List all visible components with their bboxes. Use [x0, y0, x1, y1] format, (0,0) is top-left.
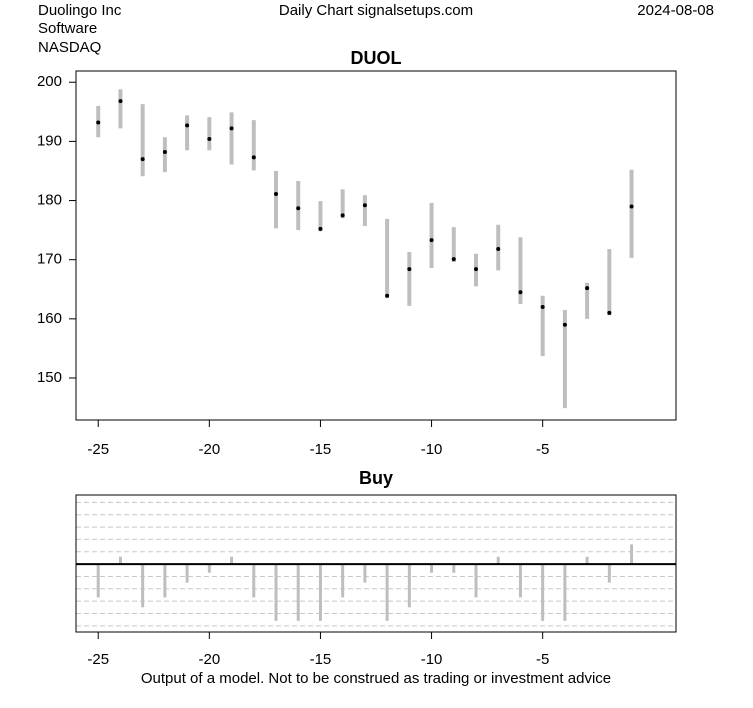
close-dot: [140, 157, 145, 162]
close-dot: [607, 310, 612, 315]
x-tick-label: -5: [536, 651, 549, 668]
y-tick-label: 170: [37, 251, 62, 268]
x-tick-label: -20: [198, 651, 220, 668]
plot-frame: [75, 494, 677, 633]
x-tick-label: -20: [198, 441, 220, 458]
x-tick-label: -25: [87, 441, 109, 458]
chart-title: DUOL: [351, 48, 402, 68]
close-dot: [96, 120, 101, 125]
close-dot: [407, 267, 412, 272]
source: Daily Chart signalsetups.com: [279, 2, 473, 19]
date: 2024-08-08: [637, 2, 714, 19]
close-dot: [185, 123, 190, 128]
y-tick-label: 150: [37, 369, 62, 386]
x-tick-label: -5: [536, 441, 549, 458]
close-dot: [451, 257, 456, 262]
close-dot: [474, 267, 478, 272]
y-tick-label: 160: [37, 310, 62, 327]
close-dot: [496, 247, 501, 252]
x-tick-label: -10: [421, 651, 443, 668]
close-dot: [362, 203, 367, 208]
close-dot: [162, 150, 167, 155]
close-dot: [274, 192, 278, 197]
sector: Software: [38, 20, 97, 37]
x-tick-label: -15: [310, 651, 332, 668]
close-dot: [385, 293, 390, 298]
exchange: NASDAQ: [38, 39, 101, 56]
y-tick-label: 180: [37, 192, 62, 209]
close-dot: [229, 126, 234, 131]
company: Duolingo Inc: [38, 2, 122, 19]
close-dot: [207, 137, 212, 142]
close-dot: [562, 322, 567, 327]
close-dot: [429, 238, 434, 243]
close-dot: [251, 155, 256, 160]
close-dot: [629, 204, 634, 209]
plot-frame: [75, 70, 677, 421]
x-tick-label: -10: [421, 441, 443, 458]
close-dot: [540, 305, 545, 310]
close-dot: [296, 206, 301, 211]
close-dot: [518, 290, 523, 295]
close-dot: [118, 99, 123, 104]
chart-title: Buy: [359, 468, 393, 488]
close-dot: [318, 226, 323, 231]
disclaimer: Output of a model. Not to be construed a…: [141, 670, 611, 687]
x-tick-label: -15: [310, 441, 332, 458]
close-dot: [340, 213, 345, 218]
y-tick-label: 200: [37, 73, 62, 90]
close-dot: [585, 286, 590, 291]
y-tick-label: 190: [37, 132, 62, 149]
x-tick-label: -25: [87, 651, 109, 668]
